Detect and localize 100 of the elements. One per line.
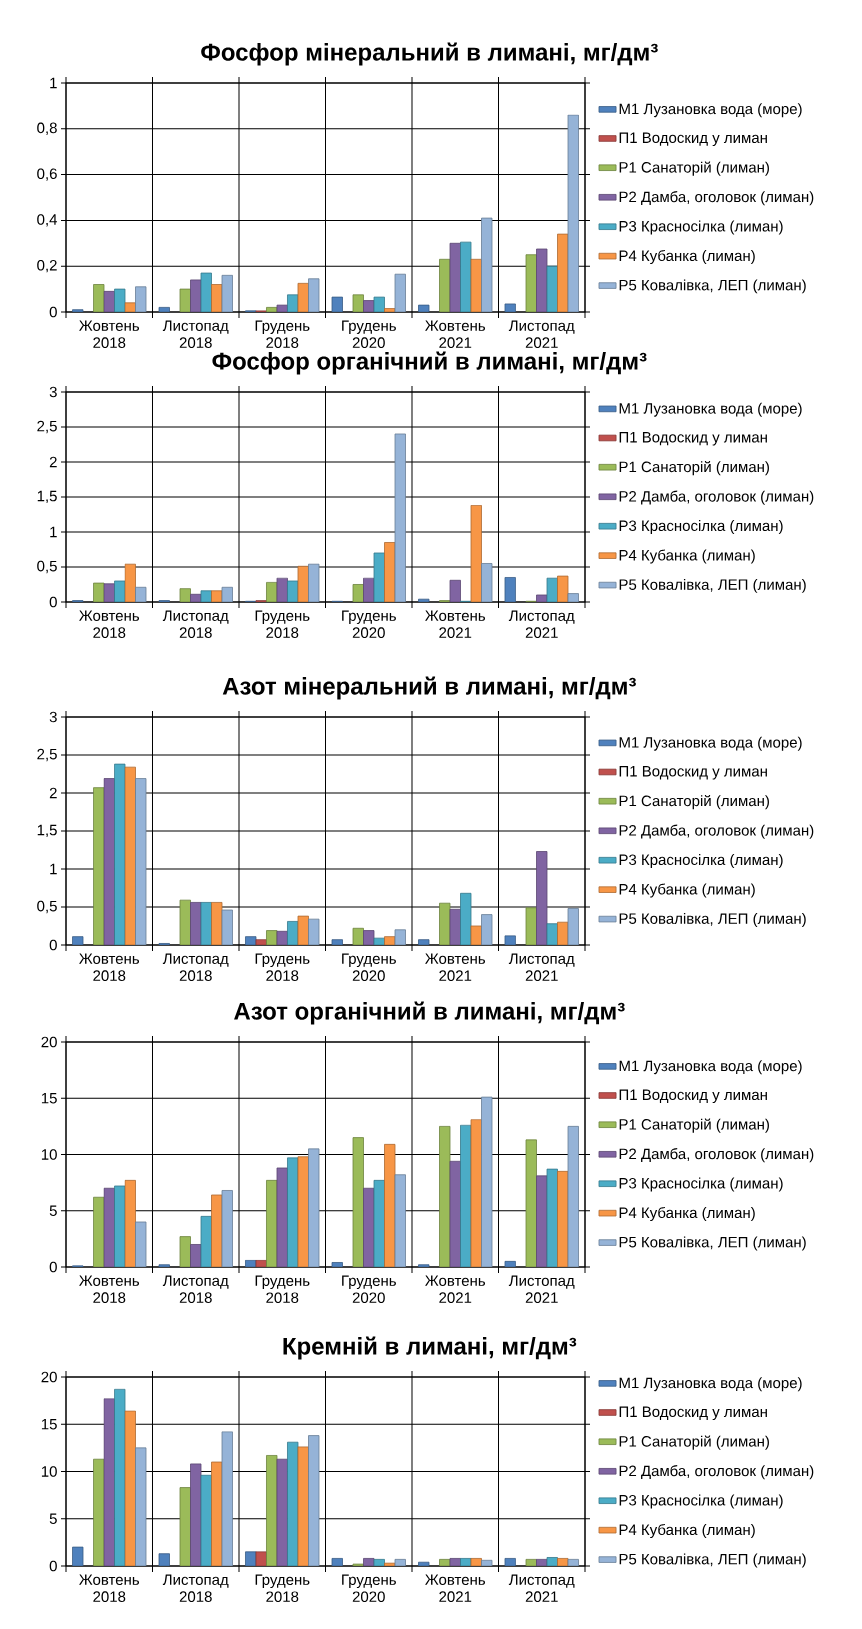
y-tick-label: 15	[41, 1419, 57, 1430]
x-tick-label: Грудень 2018	[255, 1275, 310, 1303]
x-tick-label: Грудень 2020	[342, 1275, 396, 1303]
legend-label: Р2 Дамба, оголовок (лиман)	[619, 490, 814, 505]
chart-title: Кремній в лимані, мг/дм³	[283, 1336, 577, 1360]
y-tick-label: 0	[49, 596, 57, 608]
y-tick-label: 0,5	[37, 560, 57, 574]
legend-label: М1 Лузановка вода (море)	[619, 1060, 802, 1075]
x-tick-label: Жовтень 2021	[425, 1275, 486, 1303]
x-tick-label: Листопад 2021	[508, 610, 575, 638]
legend-label: П1 Водоскид у лиман	[619, 1406, 767, 1421]
legend-label: Р5 Ковалівка, ЛЕП (лиман)	[619, 912, 806, 927]
legend-label: М1 Лузановка вода (море)	[619, 402, 802, 417]
y-tick-label: 5	[49, 1205, 57, 1216]
y-tick-label: 10	[41, 1149, 57, 1160]
x-tick-label: Жовтень 2018	[79, 320, 140, 348]
x-tick-label: Грудень 2020	[342, 610, 396, 638]
chart-title: Фосфор органічний в лимані, мг/дм³	[212, 351, 647, 375]
legend-label: Р2 Дамба, оголовок (лиман)	[619, 824, 814, 839]
x-tick-label: Листопад 2018	[162, 610, 229, 638]
y-tick-label: 0,8	[37, 122, 57, 135]
y-tick-label: 15	[41, 1093, 57, 1104]
legend-label: Р2 Дамба, оголовок (лиман)	[619, 1148, 814, 1163]
y-tick-label: 0	[49, 939, 57, 951]
chart-title: Азот органічний в лимані, мг/дм³	[234, 1001, 625, 1025]
x-tick-label: Грудень 2018	[255, 953, 310, 981]
x-tick-label: Грудень 2020	[342, 1574, 396, 1602]
legend-label: Р1 Санаторій (лиман)	[619, 1118, 769, 1133]
x-tick-label: Листопад 2018	[162, 1574, 229, 1602]
x-tick-label: Листопад 2018	[162, 953, 229, 981]
y-tick-label: 2	[49, 787, 57, 799]
legend-label: Р3 Красносілка (лиман)	[619, 1494, 783, 1509]
legend-label: П1 Водоскид у лиман	[619, 766, 767, 780]
legend-label: Р3 Красносілка (лиман)	[619, 220, 783, 235]
x-tick-label: Грудень 2018	[255, 320, 310, 348]
legend-label: Р1 Санаторій (лиман)	[619, 1435, 769, 1450]
legend-label: Р4 Кубанка (лиман)	[619, 249, 755, 264]
y-tick-label: 2	[49, 456, 57, 468]
x-tick-label: Жовтень 2021	[425, 610, 486, 638]
y-tick-label: 1,5	[37, 824, 57, 838]
y-tick-label: 3	[49, 711, 57, 723]
legend-label: М1 Лузановка вода (море)	[619, 1377, 802, 1392]
legend-label: Р2 Дамба, оголовок (лиман)	[619, 1465, 814, 1480]
legend-label: Р4 Кубанка (лиман)	[619, 1206, 755, 1222]
x-tick-label: Жовтень 2021	[425, 1574, 486, 1602]
y-tick-label: 1,5	[37, 490, 57, 504]
legend-label: Р5 Ковалівка, ЛЕП (лиман)	[619, 1553, 806, 1568]
legend-label: Р1 Санаторій (лиман)	[619, 460, 769, 476]
legend-label: Р2 Дамба, оголовок (лиман)	[619, 191, 814, 206]
legend-label: Р3 Красносілка (лиман)	[619, 520, 783, 534]
y-tick-label: 1	[50, 863, 57, 875]
x-tick-label: Листопад 2021	[508, 1574, 575, 1602]
x-tick-label: Листопад 2018	[162, 320, 229, 348]
x-tick-label: Грудень 2020	[342, 320, 396, 348]
x-tick-label: Грудень 2018	[255, 610, 310, 638]
y-tick-label: 1	[50, 77, 57, 89]
legend-label: П1 Водоскид у лиман	[619, 1089, 767, 1104]
y-tick-label: 0,5	[37, 900, 57, 914]
x-tick-label: Жовтень 2018	[79, 953, 140, 981]
chart-title: Азот мінеральний в лимані, мг/дм³	[222, 676, 636, 700]
legend-label: Р5 Ковалівка, ЛЕП (лиман)	[619, 578, 806, 593]
legend-label: Р1 Санаторій (лиман)	[619, 794, 769, 810]
y-tick-label: 20	[41, 1371, 57, 1383]
x-tick-label: Грудень 2018	[255, 1574, 310, 1602]
y-tick-label: 0	[49, 1560, 57, 1572]
x-tick-label: Листопад 2021	[508, 953, 575, 981]
y-tick-label: 2,5	[37, 420, 57, 434]
y-tick-label: 0,6	[37, 168, 57, 181]
legend-label: М1 Лузановка вода (море)	[619, 736, 802, 751]
legend-label: Р4 Кубанка (лиман)	[619, 1523, 755, 1539]
y-tick-label: 5	[49, 1513, 57, 1524]
y-tick-label: 0	[49, 306, 57, 318]
chart-title: Фосфор мінеральний в лимані, мг/дм³	[201, 42, 658, 66]
legend-label: М1 Лузановка вода (море)	[619, 103, 802, 118]
x-tick-label: Жовтень 2018	[79, 1574, 140, 1602]
legend-label: Р4 Кубанка (лиман)	[619, 549, 755, 564]
y-tick-label: 0,4	[37, 214, 58, 227]
legend-label: Р4 Кубанка (лиман)	[619, 883, 755, 898]
legend-label: Р5 Ковалівка, ЛЕП (лиман)	[619, 279, 806, 294]
x-tick-label: Жовтень 2018	[79, 610, 140, 638]
y-tick-label: 10	[41, 1466, 57, 1477]
legend-label: Р5 Ковалівка, ЛЕП (лиман)	[619, 1236, 806, 1251]
legend-label: Р3 Красносілка (лиман)	[619, 854, 783, 869]
y-tick-label: 2,5	[37, 748, 57, 762]
y-tick-label: 3	[49, 386, 57, 398]
legend-label: П1 Водоскид у лиман	[619, 132, 767, 146]
legend-label: П1 Водоскид у лиман	[619, 432, 767, 446]
x-tick-label: Жовтень 2021	[425, 320, 486, 348]
y-tick-label: 0,2	[37, 259, 57, 273]
y-tick-label: 20	[41, 1036, 57, 1048]
y-tick-label: 0	[49, 1261, 57, 1273]
x-tick-label: Жовтень 2018	[79, 1275, 140, 1303]
x-tick-label: Листопад 2018	[162, 1275, 229, 1303]
x-tick-label: Листопад 2021	[508, 1275, 575, 1303]
x-tick-label: Жовтень 2021	[425, 953, 486, 981]
legend-label: Р1 Санаторій (лиман)	[619, 161, 769, 176]
x-tick-label: Листопад 2021	[508, 320, 575, 348]
x-tick-label: Грудень 2020	[342, 953, 396, 981]
legend-label: Р3 Красносілка (лиман)	[619, 1177, 783, 1192]
y-tick-label: 1	[50, 526, 57, 538]
